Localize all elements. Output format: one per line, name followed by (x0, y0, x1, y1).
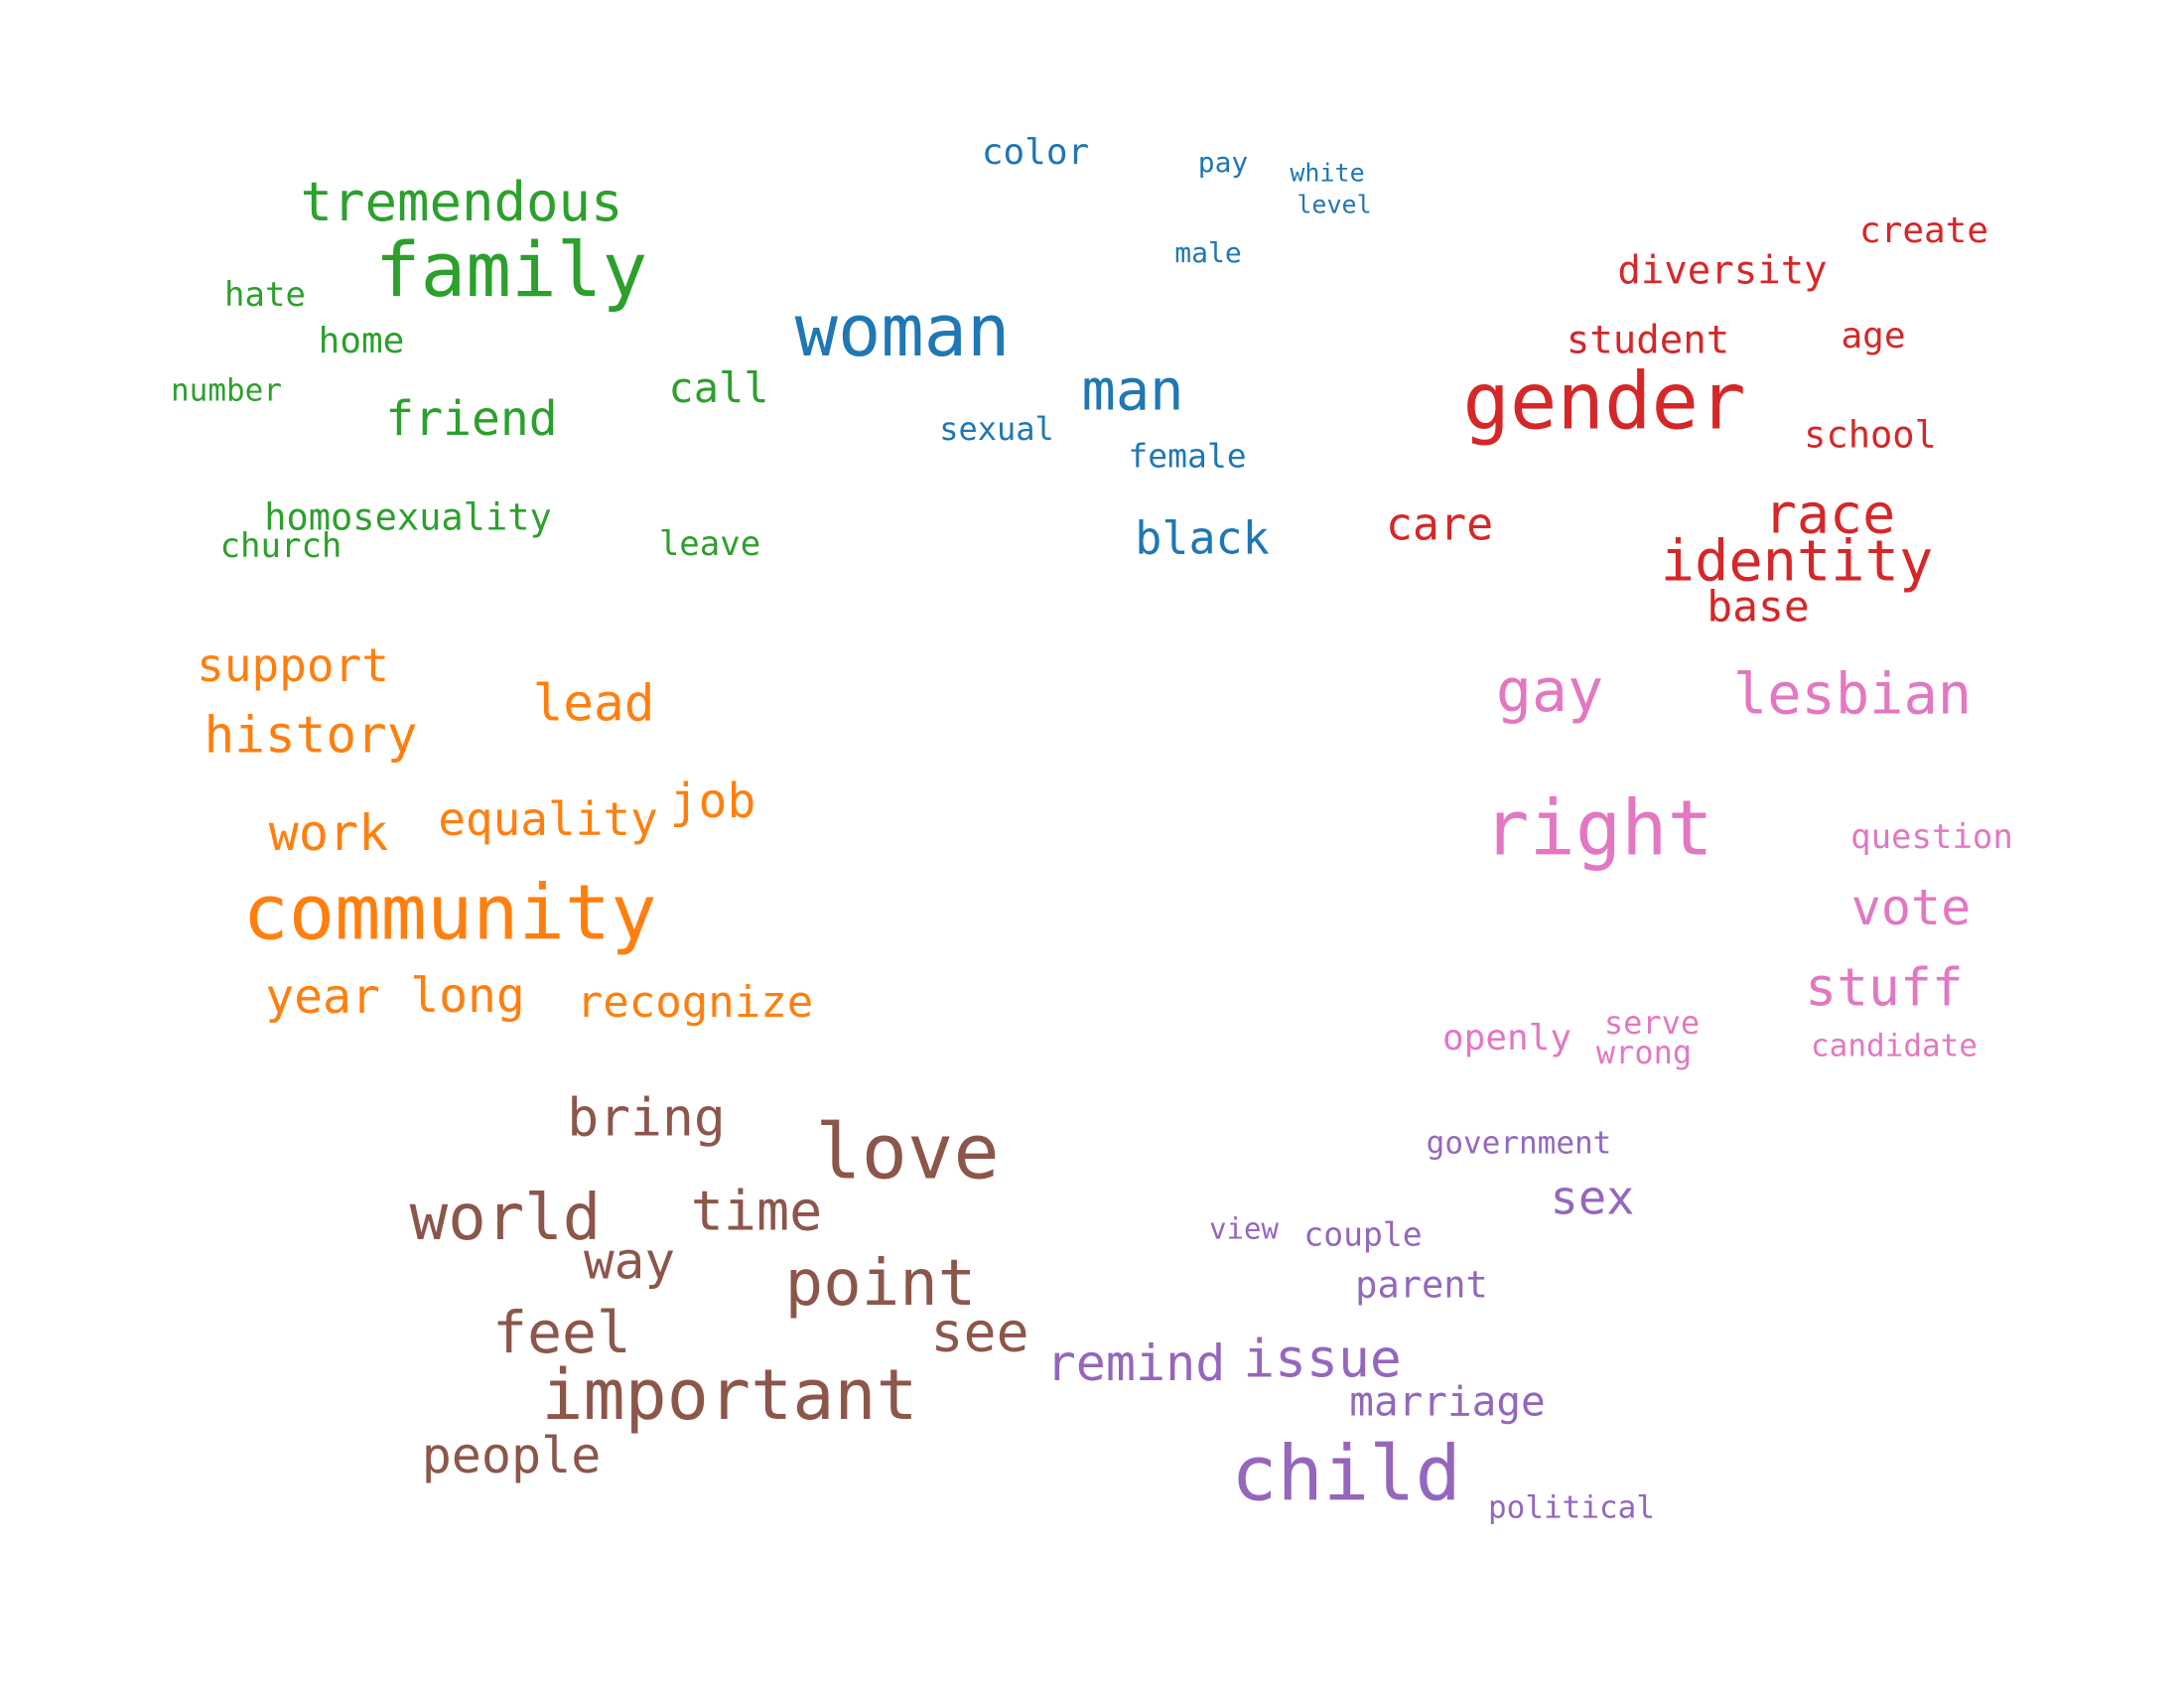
word-serve: serve (1603, 1004, 1701, 1042)
word-school: school (1804, 413, 1937, 457)
word-hate: hate (224, 275, 306, 315)
word-black: black (1135, 511, 1270, 565)
word-marriage: marriage (1349, 1377, 1546, 1426)
word-recognize: recognize (576, 977, 814, 1028)
word-way: way (583, 1232, 676, 1292)
word-care: care (1385, 497, 1494, 551)
word-remind: remind (1045, 1335, 1226, 1392)
word-church: church (219, 526, 342, 566)
word-sex: sex (1550, 1171, 1635, 1226)
word-family: family (374, 225, 648, 314)
word-see: see (930, 1300, 1029, 1364)
word-job: job (669, 774, 756, 829)
word-candidate: candidate (1811, 1028, 1978, 1064)
word-homosexuality: homosexuality (264, 495, 552, 539)
word-couple: couple (1303, 1214, 1423, 1254)
word-base: base (1706, 582, 1810, 633)
word-lesbian: lesbian (1732, 661, 1973, 728)
word-race: race (1763, 482, 1896, 546)
word-stuff: stuff (1805, 957, 1964, 1019)
word-year: year (265, 969, 380, 1025)
word-pay: pay (1197, 146, 1249, 179)
word-love: love (815, 1108, 1000, 1197)
word-important: important (541, 1354, 918, 1436)
word-wrong: wrong (1595, 1034, 1693, 1071)
word-call: call (668, 363, 769, 412)
word-diversity: diversity (1617, 248, 1828, 294)
word-openly: openly (1441, 1018, 1572, 1058)
word-people: people (421, 1427, 602, 1484)
word-bring: bring (567, 1087, 726, 1149)
word-time: time (690, 1179, 823, 1243)
word-create: create (1858, 211, 1989, 251)
word-point: point (784, 1247, 977, 1321)
word-work: work (268, 804, 389, 862)
word-child: child (1231, 1430, 1461, 1519)
word-world: world (409, 1182, 602, 1255)
word-color: color (981, 132, 1090, 173)
word-government: government (1426, 1125, 1612, 1162)
word-feel: feel (492, 1299, 631, 1366)
word-gay: gay (1495, 656, 1604, 726)
word-level: level (1297, 190, 1372, 219)
word-history: history (204, 706, 418, 766)
word-support: support (197, 638, 389, 692)
word-gender: gender (1462, 355, 1746, 448)
word-question: question (1850, 817, 2013, 857)
word-identity: identity (1660, 528, 1934, 595)
word-view: view (1209, 1211, 1279, 1246)
word-age: age (1841, 316, 1906, 356)
word-woman: woman (794, 289, 1011, 372)
word-lead: lead (532, 674, 655, 734)
word-man: man (1081, 357, 1184, 424)
word-friend: friend (385, 391, 558, 447)
word-parent: parent (1355, 1263, 1488, 1307)
word-leave: leave (658, 524, 761, 564)
word-right: right (1483, 784, 1713, 874)
word-long: long (410, 968, 525, 1024)
word-political: political (1488, 1489, 1655, 1526)
word-male: male (1174, 236, 1242, 269)
word-white: white (1290, 158, 1365, 188)
word-female: female (1128, 436, 1247, 476)
word-equality: equality (438, 792, 658, 846)
word-number: number (171, 372, 282, 409)
word-tremendous: tremendous (300, 171, 623, 233)
word-vote: vote (1850, 879, 1972, 936)
word-issue: issue (1243, 1329, 1402, 1390)
word-student: student (1566, 318, 1730, 363)
word-sexual: sexual (939, 410, 1054, 448)
word-community: community (242, 869, 657, 958)
word-home: home (318, 321, 405, 361)
